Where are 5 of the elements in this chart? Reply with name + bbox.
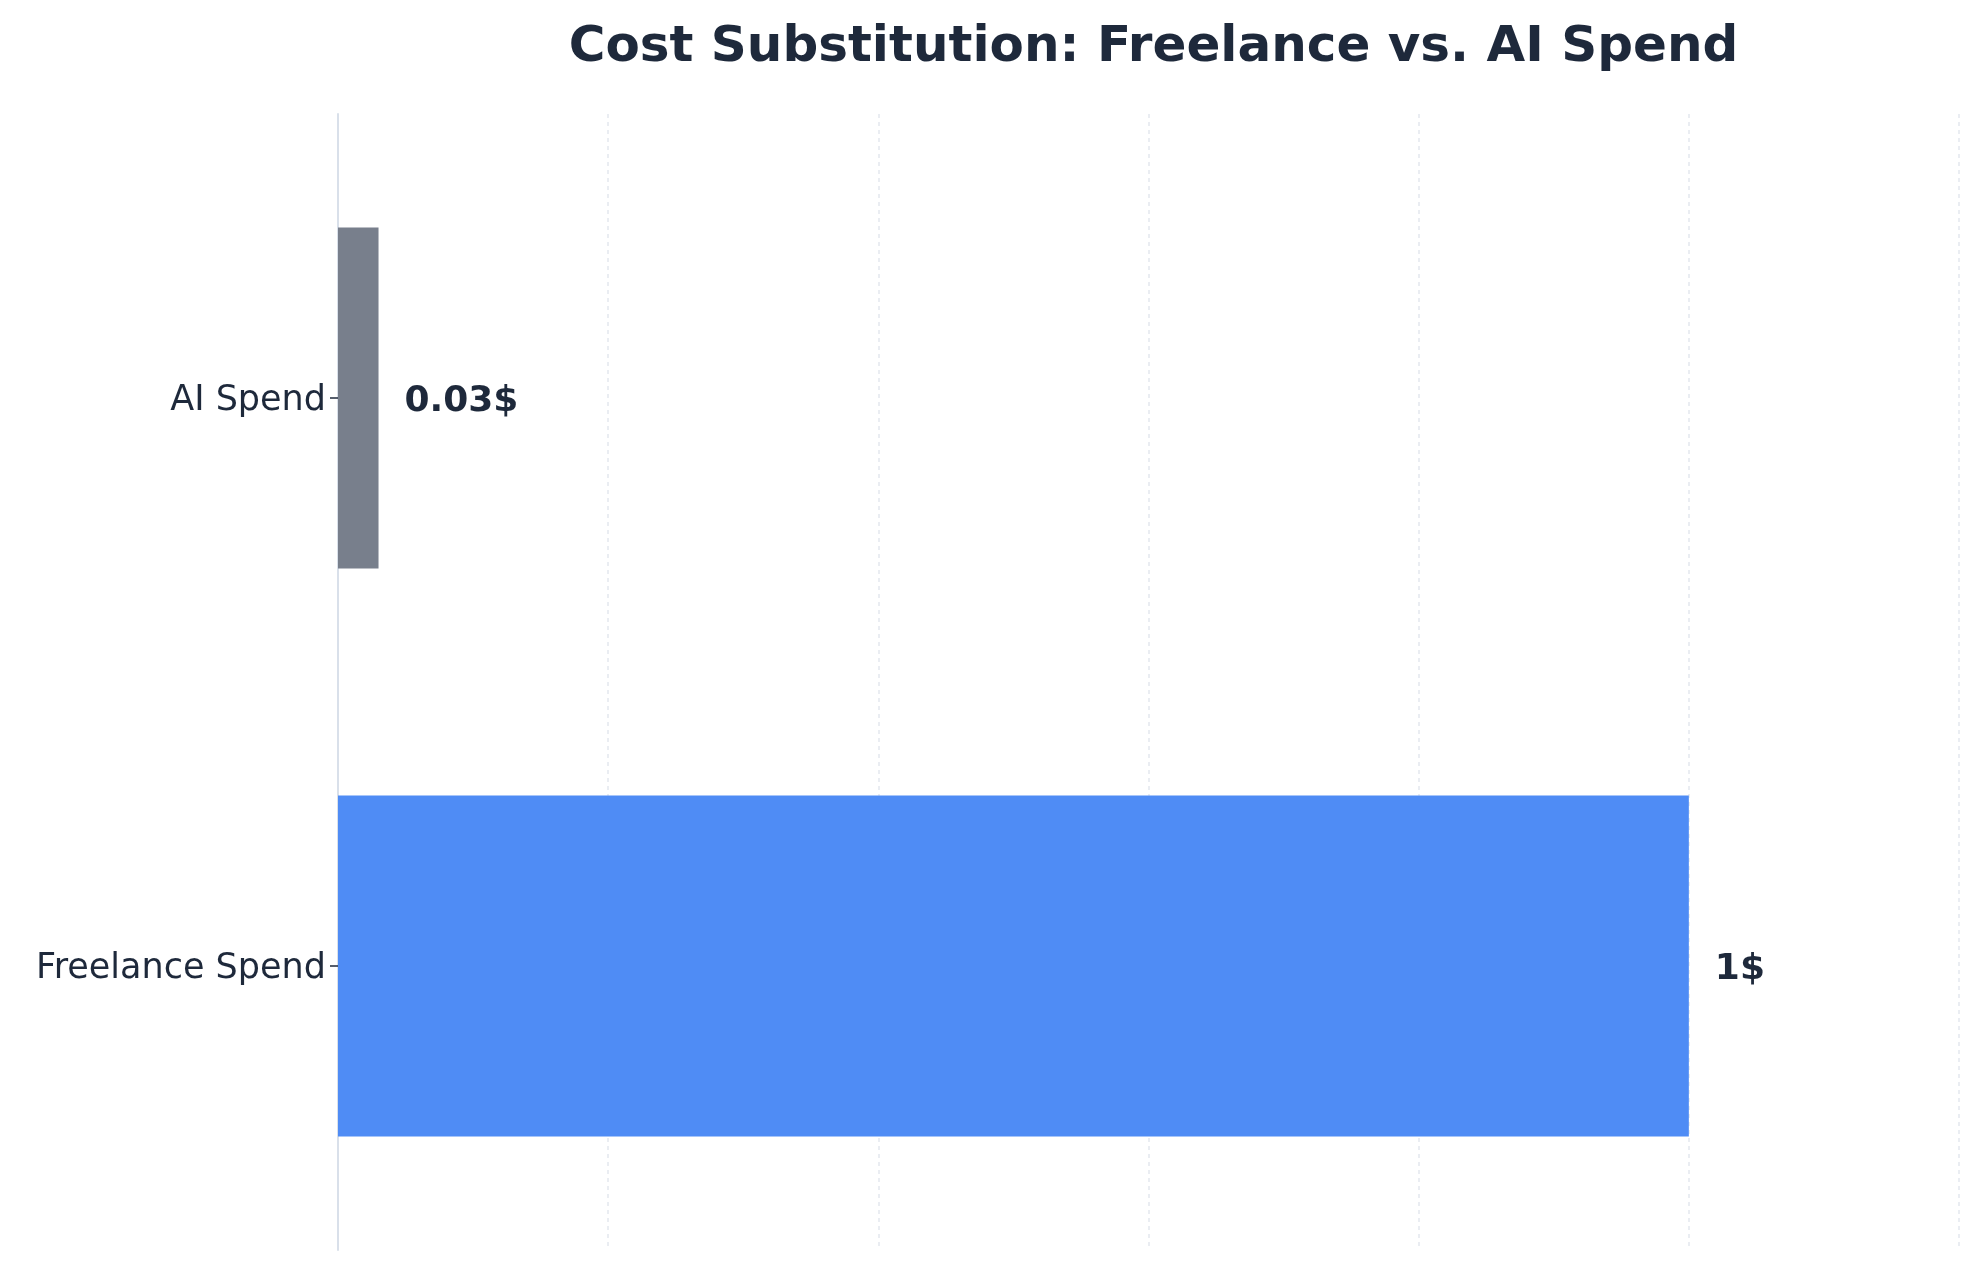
data-label: 1$ [1714,945,1765,987]
y-tick-label: AI Spend [170,378,326,418]
chart-title: Cost Substitution: Freelance vs. AI Spend [568,15,1739,73]
data-label: 0.03$ [404,377,519,419]
y-tick-label: Freelance Spend [36,946,326,986]
